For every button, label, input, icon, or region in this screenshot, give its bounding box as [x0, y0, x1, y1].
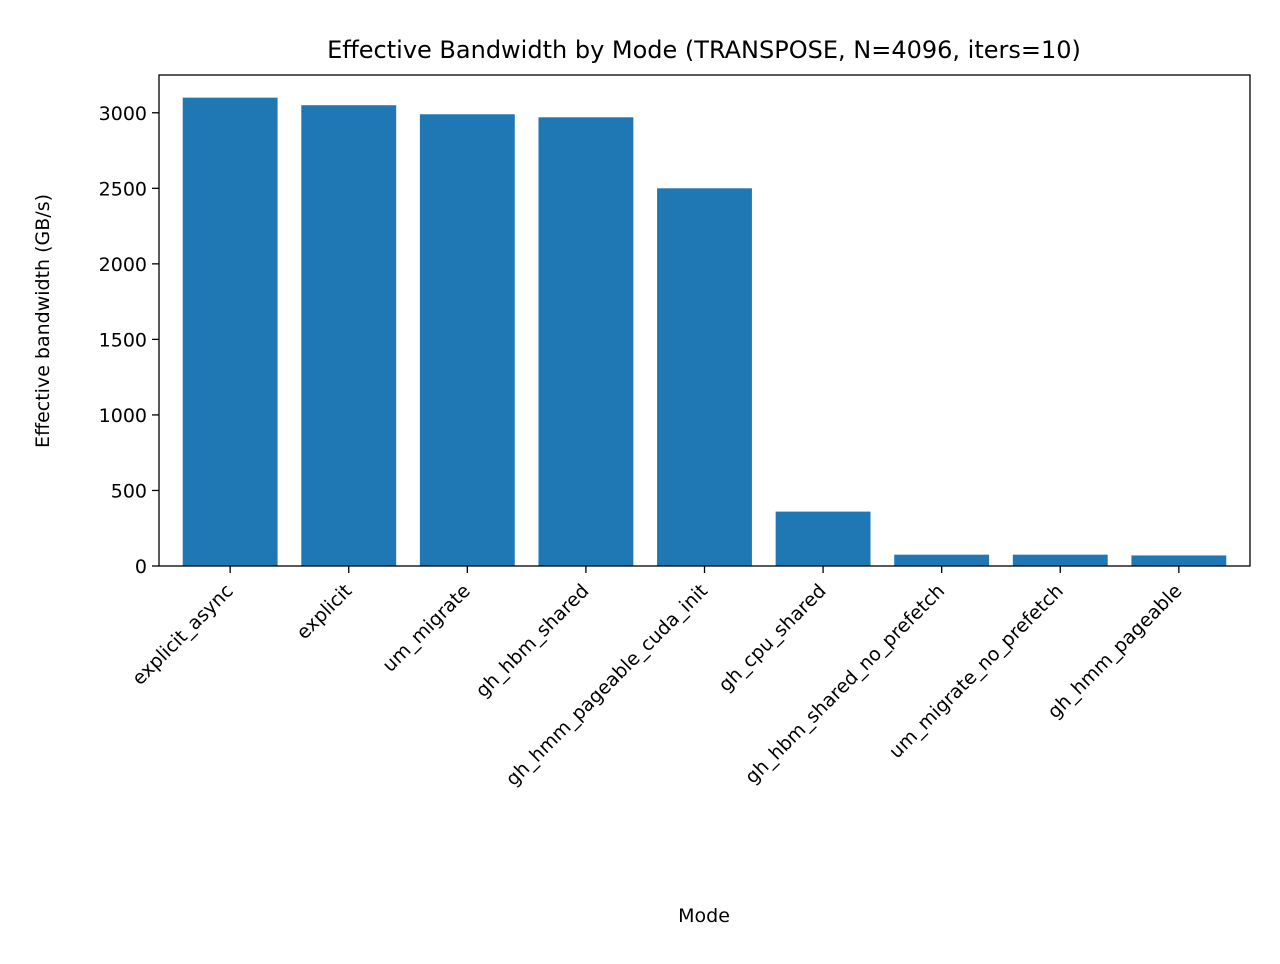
y-tick-label-0: 0: [135, 556, 147, 578]
bar-gh_hmm_pageable: [1131, 555, 1227, 566]
bar-gh_hbm_shared_no_prefetch: [894, 554, 990, 566]
bar-explicit_async: [182, 97, 278, 567]
y-tick-label-3000: 3000: [99, 103, 147, 125]
bar-gh_hbm_shared: [538, 117, 634, 566]
y-axis-label: Effective bandwidth (GB/s): [32, 194, 54, 448]
y-tick-label-2000: 2000: [99, 254, 147, 276]
y-tick-label-500: 500: [111, 480, 147, 502]
bar-um_migrate: [419, 114, 515, 566]
bar-explicit: [301, 105, 397, 566]
y-tick-label-1000: 1000: [99, 405, 147, 427]
bar-gh_cpu_shared: [775, 511, 871, 566]
x-axis-label: Mode: [678, 905, 730, 927]
y-tick-label-1500: 1500: [99, 329, 147, 351]
chart-title: Effective Bandwidth by Mode (TRANSPOSE, …: [327, 36, 1081, 64]
bar-um_migrate_no_prefetch: [1012, 554, 1108, 566]
bar-gh_hmm_pageable_cuda_init: [657, 188, 752, 567]
bars-group: [182, 97, 1227, 567]
y-tick-label-2500: 2500: [99, 178, 147, 200]
